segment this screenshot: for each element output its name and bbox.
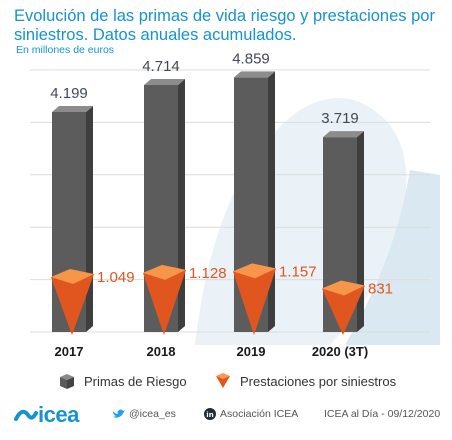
x-tick-label: 2020 (3T) (312, 344, 368, 359)
twitter-icon (113, 409, 125, 418)
linkedin-icon: in (204, 408, 216, 420)
cone-prestaciones (143, 269, 186, 335)
linkedin-link[interactable]: in Asociación ICEA (204, 408, 298, 420)
value-label-primas: 4.199 (50, 85, 88, 102)
svg-text:in: in (206, 411, 213, 419)
value-label-primas: 4.714 (142, 58, 180, 75)
cone-prestaciones (322, 285, 365, 335)
bar-primas-top (144, 78, 185, 85)
value-label-prestaciones: 1.049 (97, 269, 135, 286)
x-tick-label: 2018 (147, 344, 176, 359)
icea-logo: icea (14, 402, 79, 428)
value-label-prestaciones: 1.157 (279, 263, 317, 280)
chart-subtitle: En millones de euros (16, 44, 115, 56)
twitter-label: @icea_es (129, 408, 176, 420)
twitter-handle[interactable]: @icea_es (112, 408, 176, 420)
value-label-primas: 3.719 (321, 110, 359, 127)
cone-prestaciones-top (51, 269, 94, 285)
bars (51, 71, 365, 335)
wave-icon (14, 409, 38, 421)
bar-primas-top (52, 105, 93, 112)
cone-prestaciones-top (322, 280, 365, 296)
linkedin-label: Asociación ICEA (220, 408, 299, 420)
bar-primas-side (268, 71, 275, 332)
cone-prestaciones (233, 268, 276, 335)
bar-primas-top (234, 71, 275, 78)
cone-prestaciones-top (233, 263, 276, 279)
value-labels: 4.199 1.049 4.714 1.128 4.859 1.157 3.719 831 (50, 50, 393, 297)
x-tick-label: 2019 (237, 344, 266, 359)
cube-icon (60, 374, 74, 389)
cone-prestaciones-top (143, 264, 186, 280)
cone-prestaciones (51, 274, 94, 335)
legend-item-primas: Primas de Riesgo (58, 372, 187, 390)
value-label-primas: 4.859 (232, 50, 270, 67)
brand-name: icea (38, 402, 79, 427)
value-label-prestaciones: 831 (368, 280, 393, 297)
bar-primas-side (178, 78, 185, 333)
watermark-shape (345, 170, 440, 345)
bar-primas-side (357, 131, 364, 332)
value-label-prestaciones: 1.128 (189, 265, 227, 282)
legend-item-prestaciones: Prestaciones por siniestros (214, 372, 396, 390)
bar-primas-side (86, 105, 93, 332)
bar-primas-top (323, 131, 364, 138)
source-note: ICEA al Día - 09/12/2020 (324, 408, 441, 420)
cone-icon (216, 373, 230, 388)
x-tick-label: 2017 (55, 344, 84, 359)
chart-title: Evolución de las primas de vida riesgo y… (14, 7, 435, 44)
legend-label-primas: Primas de Riesgo (84, 373, 187, 389)
x-tick-labels: 2017 2018 2019 2020 (3T) (55, 344, 369, 359)
legend-label-prestaciones: Prestaciones por siniestros (240, 373, 397, 389)
